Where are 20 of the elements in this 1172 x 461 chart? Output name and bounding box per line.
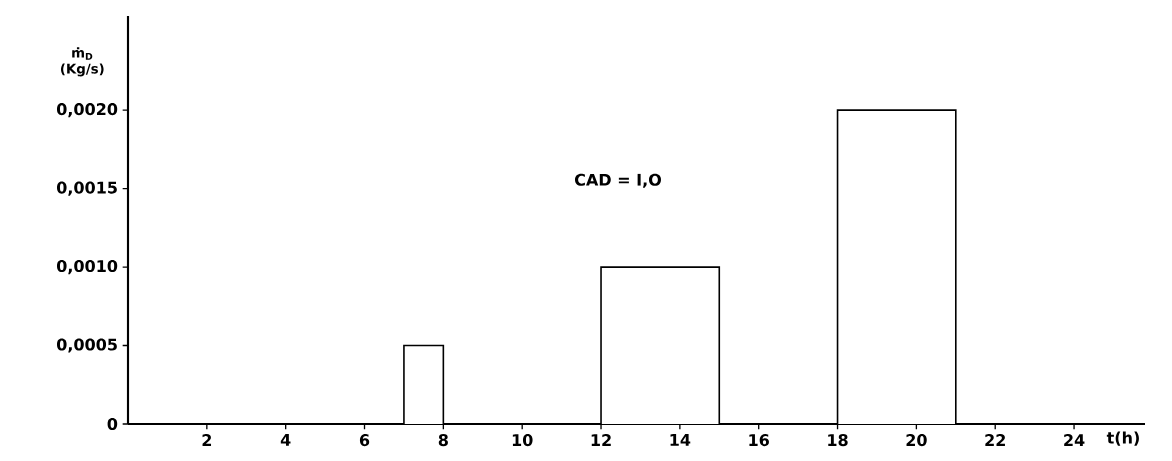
x-tick-label: 18 bbox=[828, 434, 848, 447]
y-tick-label: 0,0005 bbox=[56, 338, 117, 353]
x-tick-label: 8 bbox=[438, 434, 448, 447]
x-tick-label: 2 bbox=[202, 434, 212, 446]
x-tick-label: 6 bbox=[359, 434, 370, 447]
y-axis-title: ṁ$_{D}$ (Kg/s) bbox=[60, 47, 104, 77]
x-tick-label: 10 bbox=[512, 434, 533, 447]
annotation: CAD = I,O bbox=[575, 173, 661, 188]
x-tick-label: 12 bbox=[591, 434, 611, 446]
y-tick-label: 0 bbox=[107, 417, 118, 431]
x-tick-label: 16 bbox=[749, 434, 769, 447]
y-tick-label: 0,0020 bbox=[56, 103, 118, 118]
y-tick-label: 0,0015 bbox=[56, 181, 117, 196]
x-tick-label: 14 bbox=[670, 434, 691, 446]
y-tick-label: 0,0010 bbox=[56, 260, 118, 275]
x-axis-title: t(h) bbox=[1106, 431, 1139, 446]
x-tick-label: 4 bbox=[280, 434, 291, 446]
x-tick-label: 20 bbox=[906, 434, 927, 447]
x-tick-label: 24 bbox=[1064, 434, 1085, 446]
x-tick-label: 22 bbox=[985, 434, 1005, 446]
